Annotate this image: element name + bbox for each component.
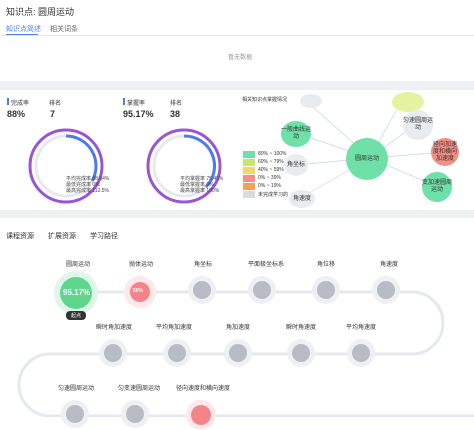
completion-ring: [28, 128, 104, 204]
graph-node-label: 角速度: [292, 195, 311, 202]
graph-node-label: 变加速圆周运动: [422, 180, 453, 193]
start-badge-label: 起点: [71, 313, 82, 319]
path-label: 圆周运动: [66, 262, 91, 268]
path-label: 抛体运动: [129, 262, 154, 268]
path-node[interactable]: [317, 281, 335, 299]
graph-node-top[interactable]: [300, 94, 322, 108]
legend-label: 未完成学习的: [258, 192, 289, 198]
path-node[interactable]: [193, 281, 211, 299]
graph-node-uniform-circular[interactable]: 匀速圆周运动: [403, 110, 433, 140]
legend-swatch-0-39: [243, 175, 255, 182]
path-node-warn-value: 50%: [133, 288, 144, 294]
path-node-current[interactable]: [60, 277, 92, 309]
tab-summary[interactable]: 知识点简述: [6, 26, 41, 33]
graph-node-radial-accel[interactable]: 径向加速度和横向加速度: [431, 138, 459, 166]
path-node[interactable]: [292, 344, 310, 362]
legend-label: 60% ~ 79%: [258, 159, 284, 165]
graph-node-angular-velocity[interactable]: 角速度: [289, 190, 315, 208]
path-node[interactable]: [104, 344, 122, 362]
legend-label: 80% ~ 100%: [258, 151, 287, 157]
path-label: 平面极坐标系: [248, 262, 285, 268]
path-node-current-value: 95.17%: [63, 288, 91, 297]
ring2-legend-min: 最低掌握率 0%: [180, 182, 214, 188]
ring2-legend-max: 最高掌握率 100%: [180, 188, 220, 194]
completion-rank-value: 7: [50, 109, 56, 119]
ring1-legend-avg: 平均完成率 68.64%: [66, 176, 110, 182]
path-label: 角坐标: [194, 262, 213, 268]
ring1-legend-max: 最高完成率 112.5%: [66, 188, 109, 194]
graph-node-label: 角坐标: [286, 161, 305, 168]
ring1-legend-min: 最低完成率 0%: [66, 182, 100, 188]
accent-bar: [7, 98, 9, 105]
legend-swatch-40-59: [243, 167, 255, 174]
legend-swatch-80-100: [243, 151, 255, 158]
path-label: 角加速度: [226, 325, 251, 331]
path-node[interactable]: [229, 344, 247, 362]
tab-divider: [0, 35, 474, 36]
path-node[interactable]: [377, 281, 395, 299]
mastery-rank-value: 38: [170, 109, 181, 119]
graph-node-center[interactable]: 圆周运动: [346, 138, 388, 180]
ring2-legend-avg: 平均掌握率 75.45%: [180, 176, 224, 182]
legend-swatch-0-19: [243, 183, 255, 190]
completion-label: 完成率: [11, 101, 30, 107]
completion-value: 88%: [7, 109, 26, 119]
graph-node-top-right[interactable]: [392, 92, 424, 112]
path-label: 角速度: [380, 262, 399, 268]
page-title: 知识点: 圆周运动: [6, 7, 75, 17]
graph-node-variable-circular[interactable]: 变加速圆周运动: [422, 172, 452, 202]
tab-extended-resources[interactable]: 扩展资源: [48, 233, 76, 240]
mastery-rank-label: 排名: [170, 101, 183, 107]
path-node[interactable]: [352, 344, 370, 362]
tab-related[interactable]: 相关词条: [50, 26, 78, 33]
completion-rank-label: 排名: [49, 101, 62, 107]
graph-node-general-curve[interactable]: 一般曲线运动: [281, 121, 311, 147]
mastery-ring: [146, 128, 222, 204]
graph-node-label: 匀速圆周运动: [403, 118, 434, 131]
path-label: 角位移: [317, 262, 336, 268]
legend-swatch-60-79: [243, 159, 255, 166]
graph-node-label: 径向加速度和横向加速度: [432, 141, 457, 162]
path-label: 平均角加速度: [156, 325, 193, 331]
path-node-warn[interactable]: [191, 405, 211, 425]
path-label: 平均角速度: [346, 325, 377, 331]
section-divider-2: [0, 210, 474, 218]
graph-node-label: 一般曲线运动: [281, 127, 312, 140]
mastery-label: 掌握率: [127, 101, 146, 107]
path-node[interactable]: [126, 405, 144, 423]
path-node[interactable]: [66, 405, 84, 423]
legend-label: 40% ~ 59%: [258, 167, 284, 173]
graph-title: 相关知识点掌握情况: [242, 97, 288, 103]
path-label: 径向速度和横向速度: [176, 386, 231, 392]
tab-active-underline: [6, 34, 38, 35]
section-divider-1: [0, 81, 474, 90]
path-node-warn[interactable]: [130, 282, 150, 302]
start-badge: [66, 311, 86, 320]
tab-course-resources[interactable]: 课程资源: [6, 233, 34, 240]
legend-swatch-incomplete: [243, 191, 255, 198]
empty-text: 暂无数据: [228, 55, 253, 61]
path-label: 匀变速圆周运动: [118, 386, 161, 392]
path-label: 瞬时角速度: [286, 325, 317, 331]
path-label: 匀速圆周运动: [58, 386, 95, 392]
path-label: 瞬时角加速度: [96, 325, 133, 331]
graph-node-label: 圆周运动: [354, 155, 379, 162]
accent-bar: [123, 98, 125, 105]
legend-label: 0% ~ 19%: [258, 183, 281, 189]
tab-learning-path[interactable]: 学习路径: [90, 233, 118, 240]
graph-node-angle-coord[interactable]: 角坐标: [284, 154, 308, 176]
legend-label: 0% ~ 39%: [258, 175, 281, 181]
path-node[interactable]: [168, 344, 186, 362]
mastery-value: 95.17%: [123, 109, 154, 119]
path-node[interactable]: [253, 281, 271, 299]
